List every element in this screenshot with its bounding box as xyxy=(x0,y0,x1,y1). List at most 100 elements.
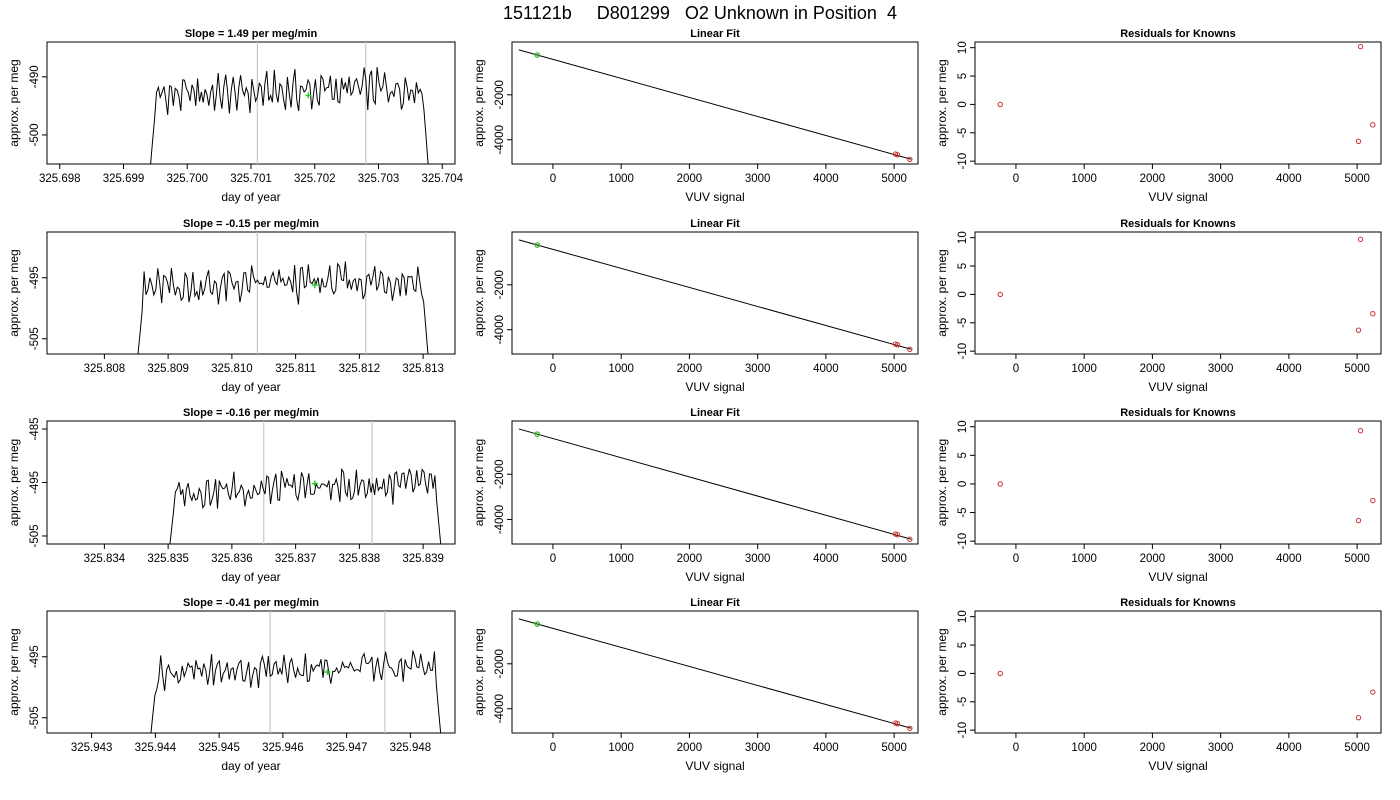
unknown-point xyxy=(534,621,541,627)
panel-title: Residuals for Knowns xyxy=(1120,407,1236,419)
x-tick-label: 1000 xyxy=(608,173,634,185)
panel-title: Slope = -0.16 per meg/min xyxy=(183,407,319,419)
signal-trace xyxy=(137,261,429,354)
plot-frame xyxy=(974,231,1382,355)
x-tick-label: 5000 xyxy=(881,173,907,185)
x-tick-label: 1000 xyxy=(1071,553,1097,565)
x-tick-label: 1000 xyxy=(1071,363,1097,375)
fit-line xyxy=(518,618,912,729)
x-tick-label: 0 xyxy=(550,742,556,754)
y-tick-label: -4000 xyxy=(494,505,506,534)
residual-point xyxy=(1370,311,1376,317)
y-tick-label: -2000 xyxy=(494,460,506,489)
residual-point xyxy=(1370,497,1376,504)
plot-area xyxy=(997,670,1376,721)
y-tick-label: -490 xyxy=(29,65,41,88)
x-tick-label: 0 xyxy=(1013,363,1019,375)
y-tick-label: -2000 xyxy=(494,649,506,678)
residual-point xyxy=(1355,714,1362,721)
plot-frame xyxy=(46,610,456,734)
x-tick-label: 4000 xyxy=(813,363,839,375)
y-tick-label: -5 xyxy=(957,128,969,138)
x-tick-label: 1000 xyxy=(1071,742,1097,754)
y-axis-label: approx. per meg xyxy=(472,628,486,715)
panel-fit-row1: Linear Fit 0 1000 2000 3000 4000 5000 -4000 -200… xyxy=(472,218,919,394)
plot-frame xyxy=(974,420,1382,545)
x-tick-label: 0 xyxy=(1013,742,1019,754)
x-tick-label: 0 xyxy=(1013,553,1019,565)
panel-title: Linear Fit xyxy=(690,218,740,230)
y-tick-label: 5 xyxy=(957,73,969,79)
known-point xyxy=(894,152,901,158)
x-tick-label: 325.809 xyxy=(147,363,189,375)
y-axis-label: approx. per meg xyxy=(7,439,21,526)
panel-fit-row3: Linear Fit 0 1000 2000 3000 4000 5000 -4000 -200… xyxy=(472,597,919,773)
plot-area xyxy=(518,239,913,352)
signal-trace xyxy=(150,650,442,733)
y-axis-label: approx. per meg xyxy=(935,249,949,336)
plot-area xyxy=(997,428,1376,524)
x-tick-label: 5000 xyxy=(881,742,907,754)
panel-trace-row3: Slope = -0.41 per meg/min 325.943 325.944 3… xyxy=(7,597,456,773)
x-axis-label: VUV signal xyxy=(685,380,744,394)
y-tick-label: -2000 xyxy=(494,270,506,299)
panel-fit-row0: Linear Fit 0 1000 2000 3000 4000 5000 -4000 -200… xyxy=(472,28,919,204)
plot-frame xyxy=(511,420,919,545)
y-tick-label: -495 xyxy=(29,266,41,289)
y-tick-label: -4000 xyxy=(494,694,506,723)
x-tick-label: 2000 xyxy=(1140,363,1166,375)
x-tick-label: 325.703 xyxy=(358,173,400,185)
unknown-point xyxy=(534,431,541,437)
residual-point xyxy=(997,101,1003,108)
y-tick-label: -5 xyxy=(957,318,969,328)
y-tick-label: -500 xyxy=(29,123,41,146)
x-tick-label: 325.699 xyxy=(103,173,145,185)
x-tick-label: 325.834 xyxy=(84,553,126,565)
y-tick-label: -4000 xyxy=(494,125,506,154)
plot-frame xyxy=(511,610,919,734)
x-tick-label: 4000 xyxy=(813,742,839,754)
plot-area xyxy=(150,42,429,164)
panel-residuals-row0: Residuals for Knowns 0 1000 2000 3000 4000 500… xyxy=(935,28,1382,204)
plot-frame xyxy=(974,41,1382,165)
x-tick-label: 325.810 xyxy=(211,363,253,375)
y-tick-label: 5 xyxy=(957,452,969,458)
x-tick-label: 325.811 xyxy=(275,363,316,375)
residual-point xyxy=(1357,428,1364,434)
y-axis-label: approx. per meg xyxy=(935,628,949,715)
plot-area xyxy=(518,428,913,542)
x-tick-label: 325.946 xyxy=(262,742,304,754)
residual-point xyxy=(997,481,1003,487)
x-tick-label: 325.945 xyxy=(198,742,240,754)
panel-fit-row2: Linear Fit 0 1000 2000 3000 4000 5000 -4000 -200… xyxy=(472,407,919,584)
x-tick-label: 5000 xyxy=(881,553,907,565)
plot-area xyxy=(997,43,1376,145)
y-tick-label: 0 xyxy=(957,291,969,297)
x-axis-label: VUV signal xyxy=(1148,380,1207,394)
residual-point xyxy=(1355,327,1362,333)
x-tick-label: 325.808 xyxy=(84,363,126,375)
y-tick-label: -505 xyxy=(29,524,41,547)
panel-title: Residuals for Knowns xyxy=(1120,597,1236,609)
y-tick-label: 0 xyxy=(957,101,969,107)
unknown-point xyxy=(534,242,541,248)
x-tick-label: 2000 xyxy=(1140,173,1166,185)
x-axis-label: day of year xyxy=(221,380,280,394)
x-tick-label: 3000 xyxy=(1208,742,1234,754)
y-tick-label: -485 xyxy=(29,418,41,441)
x-tick-label: 1000 xyxy=(608,553,634,565)
signal-trace xyxy=(150,67,429,164)
known-point xyxy=(894,721,901,727)
plot-area xyxy=(137,232,429,354)
x-axis-label: VUV signal xyxy=(685,190,744,204)
panel-residuals-row1: Residuals for Knowns 0 1000 2000 3000 4000 500… xyxy=(935,218,1382,394)
y-tick-label: -2000 xyxy=(494,80,506,109)
x-tick-label: 0 xyxy=(550,173,556,185)
residual-point xyxy=(1370,689,1376,695)
plot-frame xyxy=(511,41,919,165)
panel-residuals-row3: Residuals for Knowns 0 1000 2000 3000 4000 500… xyxy=(935,597,1382,773)
y-tick-label: -5 xyxy=(957,697,969,707)
x-tick-label: 2000 xyxy=(677,742,703,754)
residual-point xyxy=(1355,138,1362,145)
fit-line xyxy=(518,49,912,160)
